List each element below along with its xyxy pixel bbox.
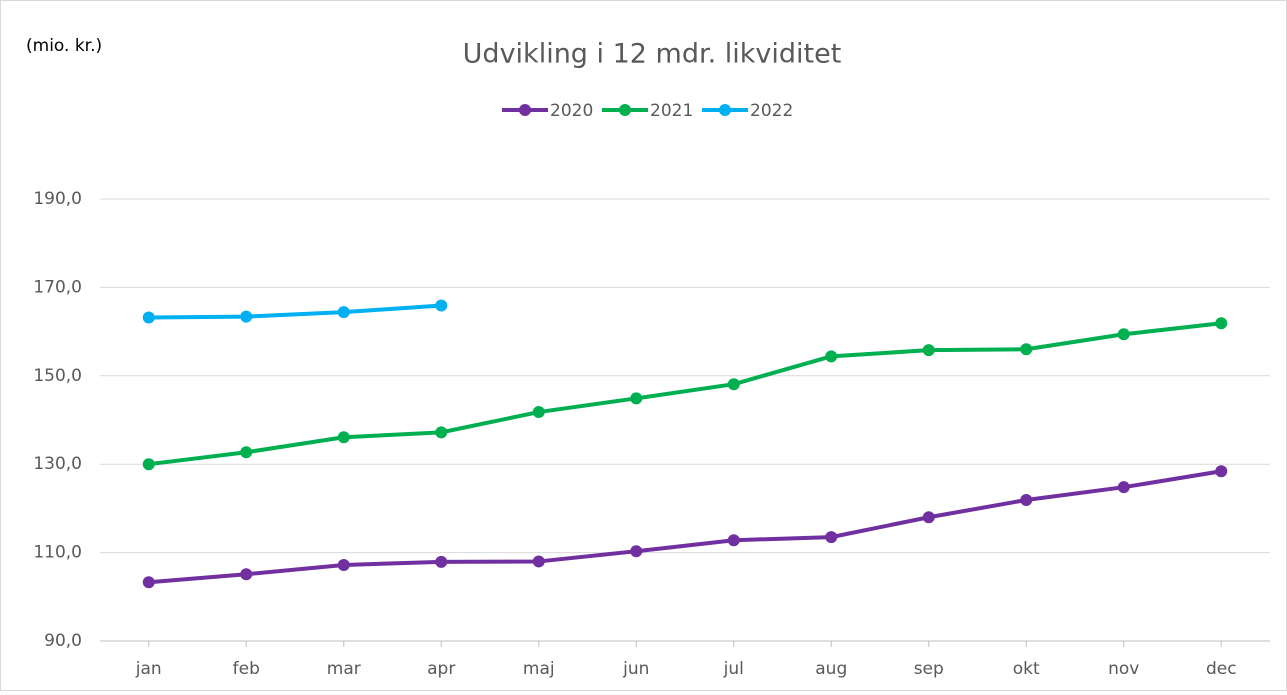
data-point — [630, 545, 643, 558]
y-tick-label: 110,0 — [33, 543, 82, 563]
x-tick-label: nov — [1108, 659, 1139, 679]
data-point — [435, 426, 448, 439]
data-point — [240, 310, 253, 323]
data-point — [1117, 328, 1130, 341]
x-tick-label: jan — [135, 659, 162, 679]
legend-marker — [619, 104, 631, 116]
data-point — [240, 568, 253, 581]
x-tick-label: apr — [427, 659, 455, 679]
data-point — [727, 378, 740, 391]
data-point — [1020, 343, 1033, 356]
data-point — [532, 406, 545, 419]
x-tick-label: jun — [622, 659, 649, 679]
data-point — [825, 350, 838, 363]
data-point — [142, 576, 155, 589]
x-tick-label: maj — [523, 659, 555, 679]
data-point — [337, 431, 350, 444]
data-point — [727, 534, 740, 547]
data-point — [630, 392, 643, 405]
x-tick-label: okt — [1013, 659, 1040, 679]
data-point — [1117, 481, 1130, 494]
x-tick-label: jul — [723, 659, 744, 679]
legend-label: 2021 — [650, 101, 693, 121]
chart-title: Udvikling i 12 mdr. likviditet — [463, 39, 842, 70]
legend-marker — [719, 104, 731, 116]
data-point — [825, 531, 838, 544]
data-point — [922, 511, 935, 524]
y-tick-label: 190,0 — [33, 189, 82, 209]
data-point — [532, 555, 545, 568]
data-point — [142, 311, 155, 324]
x-tick-label: dec — [1206, 659, 1237, 679]
series-line — [148, 321, 1222, 467]
x-tick-label: aug — [815, 659, 847, 679]
data-point — [1215, 465, 1228, 478]
x-tick-label: sep — [914, 659, 944, 679]
data-point — [337, 306, 350, 319]
series-line — [148, 303, 442, 320]
x-tick-label: mar — [327, 659, 361, 679]
y-tick-label: 130,0 — [33, 454, 82, 474]
data-point — [435, 299, 448, 312]
y-tick-label: 150,0 — [33, 366, 82, 386]
data-point — [1215, 317, 1228, 330]
y-tick-label: 170,0 — [33, 277, 82, 297]
legend-label: 2020 — [550, 101, 593, 121]
data-point — [922, 344, 935, 357]
data-point — [435, 555, 448, 568]
legend-label: 2022 — [750, 101, 793, 121]
legend-marker — [519, 104, 531, 116]
data-point — [240, 446, 253, 459]
x-tick-label: feb — [233, 659, 260, 679]
data-point — [1020, 494, 1033, 507]
series-line — [148, 469, 1222, 585]
y-tick-label: 90,0 — [44, 631, 82, 651]
data-point — [337, 558, 350, 571]
data-point — [142, 458, 155, 471]
unit-label: (mio. kr.) — [26, 36, 102, 56]
